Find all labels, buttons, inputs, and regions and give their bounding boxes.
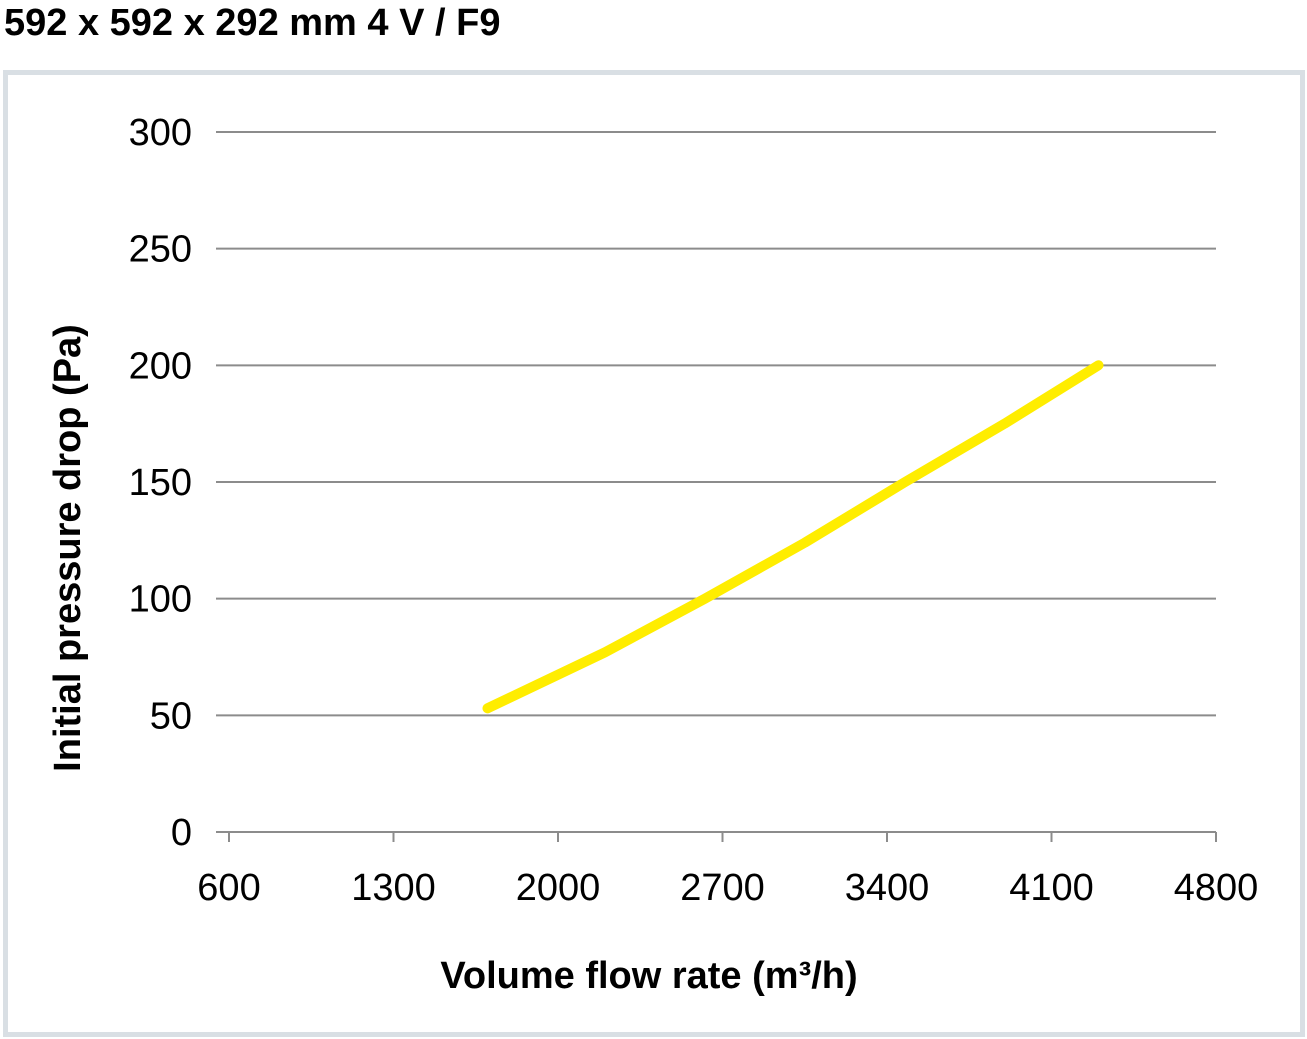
x-tick-label: 3400 xyxy=(845,867,930,909)
x-tick-label: 2700 xyxy=(680,867,765,909)
x-tick-label: 2000 xyxy=(516,867,601,909)
chart-frame xyxy=(3,70,1305,1037)
y-tick-label: 250 xyxy=(129,229,192,271)
y-axis-label: Initial pressure drop (Pa) xyxy=(47,324,89,772)
series-line xyxy=(482,360,1104,714)
x-tick-label: 4100 xyxy=(1009,867,1094,909)
x-tick-label: 1300 xyxy=(351,867,436,909)
y-tick-label: 0 xyxy=(171,812,192,854)
x-axis-label: Volume flow rate (m³/h) xyxy=(440,955,857,997)
y-tick-label: 50 xyxy=(150,695,192,737)
y-tick-label: 200 xyxy=(129,345,192,387)
x-tick-label: 4800 xyxy=(1174,867,1259,909)
y-tick-label: 150 xyxy=(129,462,192,504)
x-tick-label: 600 xyxy=(197,867,260,909)
chart-title: 592 x 592 x 292 mm 4 V / F9 xyxy=(4,2,501,44)
y-tick-label: 100 xyxy=(129,579,192,621)
y-tick-label: 300 xyxy=(129,112,192,154)
